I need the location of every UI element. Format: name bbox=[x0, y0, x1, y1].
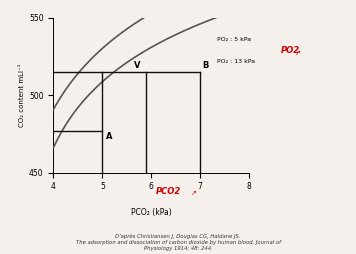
Y-axis label: CO₂ content mLl⁻¹: CO₂ content mLl⁻¹ bbox=[19, 64, 25, 127]
Text: ↗: ↗ bbox=[295, 50, 300, 56]
Text: PO₂ : 5 kPa: PO₂ : 5 kPa bbox=[218, 37, 251, 42]
Text: ↗: ↗ bbox=[192, 190, 197, 196]
Text: V: V bbox=[134, 61, 141, 70]
Text: PO2: PO2 bbox=[281, 46, 300, 55]
Text: A: A bbox=[106, 132, 112, 141]
Text: D’après Christiansen J, Douglas CG, Haldane JS.
The adsorption and dissociation : D’après Christiansen J, Douglas CG, Hald… bbox=[75, 234, 281, 251]
X-axis label: PCO₂ (kPa): PCO₂ (kPa) bbox=[131, 208, 172, 217]
Text: B: B bbox=[203, 61, 209, 70]
Text: PCO2: PCO2 bbox=[156, 187, 182, 196]
Text: PO₂ : 13 kPa: PO₂ : 13 kPa bbox=[218, 59, 256, 64]
